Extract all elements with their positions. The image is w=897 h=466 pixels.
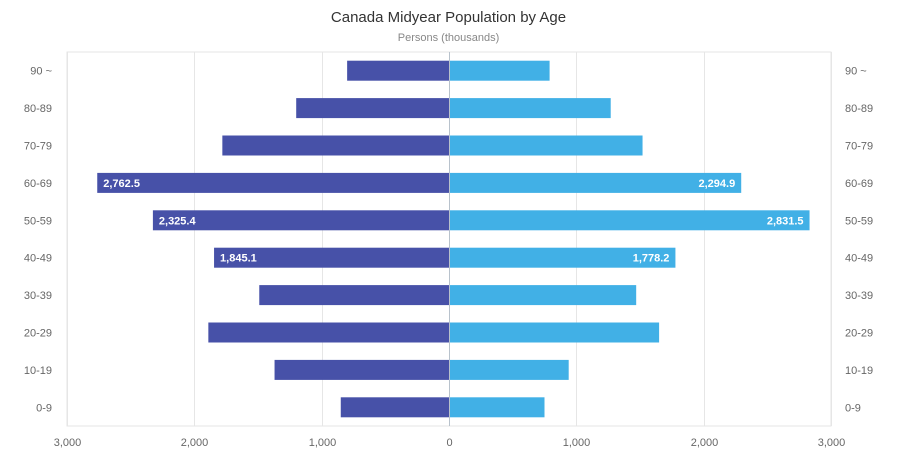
bar-right [449,98,611,119]
y-category-label-left: 70-79 [24,141,52,153]
y-category-label-left: 50-59 [24,215,52,227]
x-tick-label: 0 [446,437,452,449]
data-label-right: 2,294.9 [699,178,736,190]
bar-right [449,359,569,380]
bar-right [449,247,676,268]
bar-left [152,210,450,231]
bar-right [449,322,660,343]
y-category-label-right: 60-69 [845,178,873,190]
chart-title: Canada Midyear Population by Age [330,9,567,26]
y-category-label-left: 20-29 [24,328,52,340]
bar-left [347,60,449,81]
data-label-left: 2,762.5 [103,178,140,190]
x-tick-label: 1,000 [309,437,337,449]
chart-subtitle: Persons (thousands) [397,32,500,44]
y-category-label-right: 30-39 [845,290,873,302]
y-category-label-right: 90 ~ [845,66,867,78]
bar-right [449,172,742,193]
y-category-label-right: 50-59 [845,215,873,227]
y-category-label-right: 40-49 [845,253,873,265]
y-category-label-left: 90 ~ [30,66,52,78]
bar-left [274,359,449,380]
bar-right [449,135,643,156]
y-category-label-left: 30-39 [24,290,52,302]
bar-right [449,397,545,418]
y-category-label-right: 0-9 [845,402,861,414]
bar-left [208,322,449,343]
data-label-right: 2,831.5 [767,215,804,227]
y-category-label-right: 10-19 [845,365,873,377]
bar-right [449,60,550,81]
data-label-right: 1,778.2 [633,253,670,265]
y-category-label-left: 40-49 [24,253,52,265]
bar-left [214,247,449,268]
bar-left [97,172,449,193]
bar-right [449,285,637,306]
bar-left [296,98,449,119]
y-category-label-right: 70-79 [845,141,873,153]
bar-left [340,397,449,418]
x-tick-label: 1,000 [563,437,591,449]
x-tick-label: 3,000 [818,437,846,449]
y-category-label-left: 0-9 [36,402,52,414]
x-tick-label: 2,000 [691,437,719,449]
y-category-label-left: 10-19 [24,365,52,377]
y-category-label-left: 80-89 [24,103,52,115]
x-tick-label: 2,000 [181,437,209,449]
x-tick-label: 3,000 [54,437,82,449]
y-category-label-right: 20-29 [845,328,873,340]
bar-right [449,210,810,231]
bar-left [259,285,449,306]
data-label-left: 1,845.1 [220,253,257,265]
y-category-label-left: 60-69 [24,178,52,190]
y-category-label-right: 80-89 [845,103,873,115]
bar-left [222,135,449,156]
data-label-left: 2,325.4 [159,215,197,227]
